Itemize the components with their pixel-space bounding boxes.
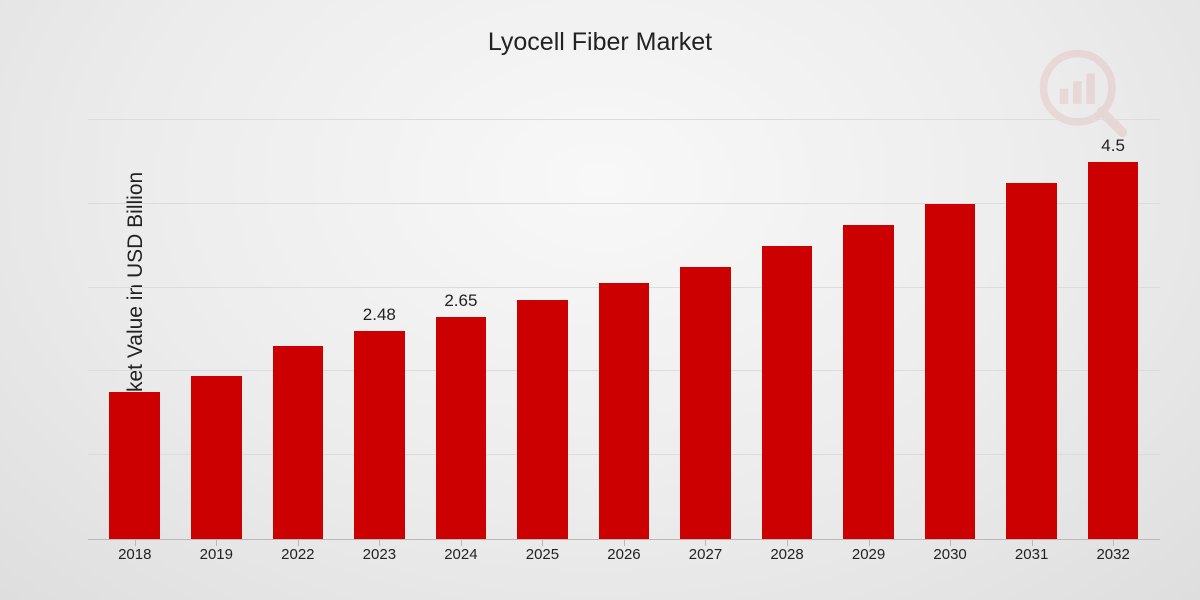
x-tick: 2027	[665, 546, 747, 576]
bar	[925, 204, 976, 539]
bar	[680, 267, 731, 539]
bar-wrap	[991, 120, 1073, 539]
x-tick: 2031	[991, 546, 1073, 576]
x-tick: 2032	[1072, 546, 1154, 576]
x-axis: 2018201920222023202420252026202720282029…	[88, 546, 1160, 576]
bar-wrap	[746, 120, 828, 539]
bar-wrap	[502, 120, 584, 539]
bar	[599, 283, 650, 539]
x-tick: 2030	[909, 546, 991, 576]
bar	[517, 300, 568, 539]
x-tick: 2025	[502, 546, 584, 576]
bar-wrap	[828, 120, 910, 539]
chart-title: Lyocell Fiber Market	[0, 28, 1200, 57]
x-tick: 2023	[339, 546, 421, 576]
x-tick: 2028	[746, 546, 828, 576]
x-tick: 2024	[420, 546, 502, 576]
x-tick: 2029	[828, 546, 910, 576]
bar-wrap: 2.48	[339, 120, 421, 539]
bar	[762, 246, 813, 539]
bar-wrap	[665, 120, 747, 539]
x-tick: 2026	[583, 546, 665, 576]
bar-wrap	[176, 120, 258, 539]
bar-wrap	[94, 120, 176, 539]
bar	[109, 392, 160, 539]
bar-wrap	[583, 120, 665, 539]
bar: 2.48	[354, 331, 405, 539]
x-tick: 2019	[176, 546, 258, 576]
x-tick: 2018	[94, 546, 176, 576]
x-tick: 2022	[257, 546, 339, 576]
plot-area: 2.48 2.65 4.5	[88, 120, 1160, 540]
bar-value-label: 4.5	[1101, 136, 1125, 156]
bar-wrap: 4.5	[1072, 120, 1154, 539]
bar-value-label: 2.65	[444, 291, 477, 311]
bar-wrap	[257, 120, 339, 539]
bar-wrap: 2.65	[420, 120, 502, 539]
bar	[191, 376, 242, 539]
bar: 2.65	[436, 317, 487, 539]
bar	[1006, 183, 1057, 539]
bar	[273, 346, 324, 539]
bar: 4.5	[1088, 162, 1139, 539]
bar	[843, 225, 894, 539]
bar-value-label: 2.48	[363, 305, 396, 325]
bar-wrap	[909, 120, 991, 539]
bars-container: 2.48 2.65 4.5	[88, 120, 1160, 539]
